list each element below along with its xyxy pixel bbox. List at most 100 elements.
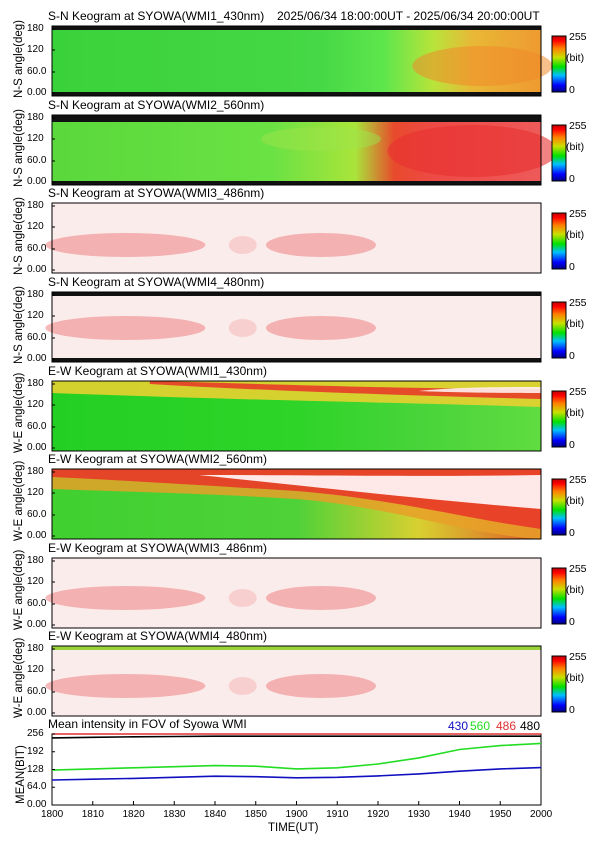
series-line-430	[51, 766, 542, 781]
keogram-1-frame	[51, 25, 542, 97]
keogram-2-ytick-label: 60.0	[27, 155, 47, 166]
keogram-6-title: E-W Keogram at SYOWA(WMI2_560nm)	[48, 452, 267, 466]
keogram-6-ytick-label: 0.00	[27, 530, 47, 541]
keogram-6-frame	[51, 468, 542, 540]
keogram-1-bottom-band	[52, 92, 541, 96]
colorbar-4-max-label: 255	[569, 297, 587, 309]
keogram-2-image	[51, 114, 558, 186]
keogram-8-ytick-label: 60.0	[27, 686, 47, 697]
keogram-4-top-band	[52, 292, 541, 296]
keogram-6-ylabel: W-E angle(deg)	[13, 460, 25, 541]
keogram-2-top-band	[52, 115, 541, 122]
legend-486: 486	[496, 719, 517, 733]
keogram-5-frame	[51, 380, 542, 452]
keogram-3-ytick-label: 60.0	[27, 243, 47, 254]
keogram-4-ytick-label: 0.00	[27, 353, 47, 364]
legend-560: 560	[470, 719, 491, 733]
keogram-7-title: E-W Keogram at SYOWA(WMI3_486nm)	[48, 541, 267, 555]
keogram-4-ytick-label: 60.0	[27, 332, 47, 343]
keogram-2-ylabel: N-S angle(deg)	[13, 109, 25, 187]
keogram-2-ytick-label: 0.00	[27, 176, 47, 187]
keogram-3-ylabel: N-S angle(deg)	[13, 197, 25, 275]
colorbar-6-max-label: 255	[569, 474, 587, 486]
keogram-5-ytick-label: 0.00	[27, 442, 47, 453]
xtick-label: 1830	[163, 809, 186, 820]
keogram-3-ytick-label: 180	[27, 200, 44, 211]
keogram-8-ylabel: W-E angle(deg)	[13, 637, 25, 718]
keogram-8-emission-left	[45, 674, 206, 698]
keogram-3-emission-middle	[228, 236, 257, 254]
colorbar-7-min-label: 0	[569, 616, 575, 628]
keogram-7-ytick-label: 0.00	[27, 619, 47, 630]
colorbar-3-unit-label: (bit)	[566, 229, 585, 241]
keogram-6-image	[51, 468, 542, 540]
keogram-6-ytick-label: 120	[27, 487, 44, 498]
header-time-range: 2025/06/34 18:00:00UT - 2025/06/34 20:00…	[277, 9, 540, 23]
colorbar-6-unit-label: (bit)	[566, 495, 585, 507]
xtick-label: 1930	[407, 809, 430, 820]
keogram-4-bottom-band	[52, 358, 541, 362]
keogram-1-ytick-label: 60.0	[27, 66, 47, 77]
keogram-5-image	[51, 380, 542, 452]
xtick-label: 1910	[326, 809, 349, 820]
keogram-7-ytick-label: 180	[27, 555, 44, 566]
keogram-6-saturated-region	[198, 475, 541, 509]
keogram-2-red-patch	[387, 125, 558, 177]
keogram-4-frame	[51, 291, 542, 363]
keogram-7-emission-middle	[228, 589, 257, 607]
xtick-label: 1800	[41, 809, 64, 820]
colorbar-7-max-label: 255	[569, 563, 587, 575]
xtick-label: 2000	[530, 809, 553, 820]
keogram-1-top-band	[52, 26, 541, 30]
mean-intensity-ylabel: MEAN(BIT)	[15, 745, 27, 804]
keogram-8-emission-middle	[228, 677, 257, 695]
xtick-label: 1920	[367, 809, 390, 820]
keogram-2-ytick-label: 180	[27, 112, 44, 123]
keogram-7-emission-right	[265, 586, 376, 610]
keogram-4-image	[45, 291, 542, 363]
legend-480: 480	[520, 719, 541, 733]
keogram-7-emission-left	[45, 586, 206, 610]
keogram-5-saturated-band	[418, 387, 541, 393]
keogram-1-ylabel: N-S angle(deg)	[13, 20, 25, 98]
colorbar-5-min-label: 0	[569, 439, 575, 451]
colorbar-8-min-label: 0	[569, 704, 575, 716]
keogram-1-ytick-label: 0.00	[27, 87, 47, 98]
keogram-7-ylabel: W-E angle(deg)	[13, 549, 25, 630]
xtick-label: 1950	[489, 809, 512, 820]
series-line-480	[51, 735, 541, 739]
mean-ytick-label: 64.0	[27, 781, 47, 793]
colorbar-5-max-label: 255	[569, 386, 587, 398]
colorbar-1	[551, 35, 567, 93]
mean-intensity-title: Mean intensity in FOV of Syowa WMI	[48, 717, 247, 731]
xtick-label: 1940	[448, 809, 471, 820]
keogram-5-auroral-arc-outer	[52, 381, 541, 407]
colorbar-6	[551, 478, 567, 536]
colorbar-3-min-label: 0	[569, 261, 575, 273]
colorbar-2-unit-label: (bit)	[566, 141, 585, 153]
xtick-label: 1850	[244, 809, 267, 820]
keogram-2-bottom-band	[52, 181, 541, 185]
keogram-8-emission-right	[265, 674, 376, 698]
xtick-label: 1820	[122, 809, 145, 820]
keogram-3-ytick-label: 0.00	[27, 264, 47, 275]
colorbar-2-max-label: 255	[569, 120, 587, 132]
xtick-label: 1840	[204, 809, 227, 820]
colorbar-4-unit-label: (bit)	[566, 318, 585, 330]
colorbar-7-unit-label: (bit)	[566, 584, 585, 596]
keogram-4-ytick-label: 180	[27, 289, 44, 300]
mean-ytick-label: 0.00	[27, 799, 47, 810]
keogram-2-yellow-streak	[260, 127, 381, 151]
keogram-5-ytick-label: 60.0	[27, 421, 47, 432]
mean-ytick-label: 192	[27, 745, 44, 757]
keogram-5-auroral-arc-core	[149, 381, 542, 399]
keogram-3-ytick-label: 120	[27, 221, 44, 232]
keogram-3-emission-right	[265, 233, 376, 257]
colorbar-6-min-label: 0	[569, 527, 575, 539]
colorbar-4	[551, 301, 567, 359]
xtick-label: 1900	[285, 809, 308, 820]
keogram-8-image	[45, 645, 542, 717]
keogram-5-ylabel: W-E angle(deg)	[13, 372, 25, 453]
keogram-7-ytick-label: 60.0	[27, 598, 47, 609]
